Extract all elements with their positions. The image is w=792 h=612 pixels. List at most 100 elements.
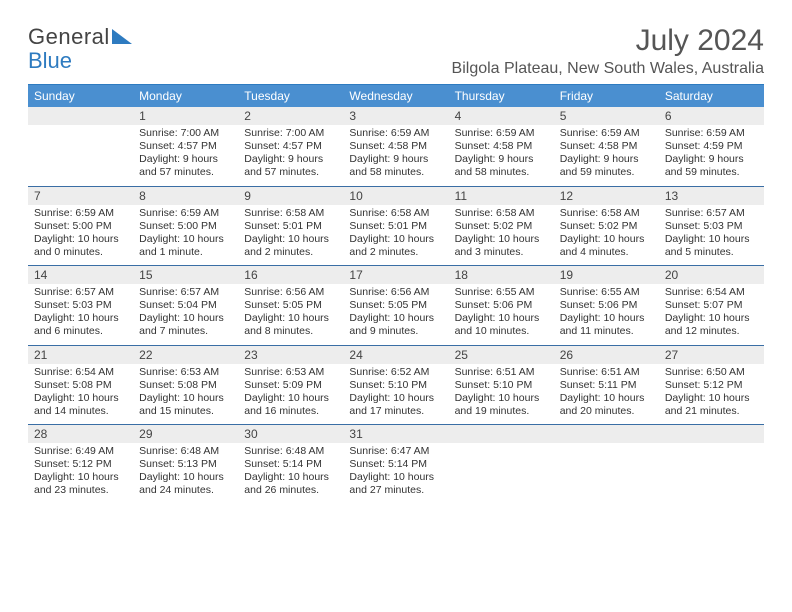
calendar-cell: 7Sunrise: 6:59 AMSunset: 5:00 PMDaylight… [28, 187, 133, 266]
cell-line: Sunset: 5:00 PM [34, 220, 127, 233]
cell-line: Sunset: 5:02 PM [560, 220, 653, 233]
cell-body: Sunrise: 6:53 AMSunset: 5:09 PMDaylight:… [238, 364, 343, 425]
cell-body: Sunrise: 6:47 AMSunset: 5:14 PMDaylight:… [343, 443, 448, 504]
cell-date: 9 [238, 187, 343, 205]
calendar-cell: 6Sunrise: 6:59 AMSunset: 4:59 PMDaylight… [659, 107, 764, 186]
cell-line: Sunset: 5:06 PM [560, 299, 653, 312]
cell-line: Sunset: 5:08 PM [139, 379, 232, 392]
cell-body: Sunrise: 6:54 AMSunset: 5:07 PMDaylight:… [659, 284, 764, 345]
cell-date: 24 [343, 346, 448, 364]
cell-line: Sunrise: 6:55 AM [560, 286, 653, 299]
cell-line: Sunset: 5:01 PM [349, 220, 442, 233]
cell-line: Daylight: 9 hours [560, 153, 653, 166]
cell-body: Sunrise: 6:55 AMSunset: 5:06 PMDaylight:… [449, 284, 554, 345]
cell-line: Daylight: 10 hours [244, 471, 337, 484]
cell-line: Sunset: 4:58 PM [349, 140, 442, 153]
logo-text-general: General [28, 24, 110, 50]
cell-date: 15 [133, 266, 238, 284]
cell-line: Sunrise: 6:59 AM [560, 127, 653, 140]
cell-line: Daylight: 9 hours [349, 153, 442, 166]
cell-line: Sunrise: 7:00 AM [139, 127, 232, 140]
cell-line: Daylight: 10 hours [560, 233, 653, 246]
cell-line: Sunset: 5:10 PM [455, 379, 548, 392]
cell-line: Sunrise: 6:48 AM [139, 445, 232, 458]
cell-line: Daylight: 10 hours [455, 312, 548, 325]
week-row: 28Sunrise: 6:49 AMSunset: 5:12 PMDayligh… [28, 424, 764, 504]
calendar-cell: 18Sunrise: 6:55 AMSunset: 5:06 PMDayligh… [449, 266, 554, 345]
cell-line: Daylight: 10 hours [139, 312, 232, 325]
cell-date: 16 [238, 266, 343, 284]
cell-date [554, 425, 659, 443]
cell-line: and 14 minutes. [34, 405, 127, 418]
cell-line: Daylight: 9 hours [455, 153, 548, 166]
calendar-cell: 15 Sunrise: 6:57 AMSunset: 5:04 PMDayligh… [133, 266, 238, 345]
cell-date: 14 [28, 266, 133, 284]
cell-date: 18 [449, 266, 554, 284]
calendar-cell [449, 425, 554, 504]
cell-line: and 0 minutes. [34, 246, 127, 259]
calendar-cell: 25Sunrise: 6:51 AMSunset: 5:10 PMDayligh… [449, 346, 554, 425]
cell-line: Sunset: 5:03 PM [665, 220, 758, 233]
cell-line: Daylight: 10 hours [455, 392, 548, 405]
cell-line: Sunrise: 6:57 AM [139, 286, 232, 299]
cell-line: Daylight: 9 hours [244, 153, 337, 166]
cell-line: Sunrise: 6:58 AM [455, 207, 548, 220]
cell-line: Daylight: 10 hours [34, 392, 127, 405]
cell-line: and 57 minutes. [139, 166, 232, 179]
cell-body: Sunrise: 6:59 AMSunset: 4:58 PMDaylight:… [554, 125, 659, 186]
cell-line: and 3 minutes. [455, 246, 548, 259]
calendar-cell: 24Sunrise: 6:52 AMSunset: 5:10 PMDayligh… [343, 346, 448, 425]
cell-date: 1 [133, 107, 238, 125]
calendar-grid: SundayMondayTuesdayWednesdayThursdayFrid… [28, 84, 764, 504]
cell-body [449, 443, 554, 451]
cell-date: 22 [133, 346, 238, 364]
logo-triangle-icon [112, 27, 134, 45]
cell-date: 10 [343, 187, 448, 205]
cell-body: Sunrise: 6:59 AMSunset: 4:58 PMDaylight:… [449, 125, 554, 186]
cell-line: and 17 minutes. [349, 405, 442, 418]
location-text: Bilgola Plateau, New South Wales, Austra… [452, 60, 764, 78]
cell-body: Sunrise: 6:48 AMSunset: 5:13 PMDaylight:… [133, 443, 238, 504]
cell-line: Daylight: 10 hours [34, 471, 127, 484]
cell-body: Sunrise: 6:56 AMSunset: 5:05 PMDaylight:… [343, 284, 448, 345]
cell-line: Sunset: 5:03 PM [34, 299, 127, 312]
cell-line: and 1 minute. [139, 246, 232, 259]
calendar-cell: 27Sunrise: 6:50 AMSunset: 5:12 PMDayligh… [659, 346, 764, 425]
calendar-cell: 23Sunrise: 6:53 AMSunset: 5:09 PMDayligh… [238, 346, 343, 425]
cell-date: 8 [133, 187, 238, 205]
cell-line: Daylight: 10 hours [349, 471, 442, 484]
cell-line: Sunrise: 6:51 AM [560, 366, 653, 379]
day-header-cell: Friday [554, 85, 659, 107]
calendar-cell: 13Sunrise: 6:57 AMSunset: 5:03 PMDayligh… [659, 187, 764, 266]
calendar-cell: 14Sunrise: 6:57 AMSunset: 5:03 PMDayligh… [28, 266, 133, 345]
cell-line: Sunrise: 6:57 AM [34, 286, 127, 299]
cell-line: Sunset: 5:07 PM [665, 299, 758, 312]
cell-body: Sunrise: 6:48 AMSunset: 5:14 PMDaylight:… [238, 443, 343, 504]
calendar-cell: 10Sunrise: 6:58 AMSunset: 5:01 PMDayligh… [343, 187, 448, 266]
cell-line: Sunset: 5:04 PM [139, 299, 232, 312]
cell-line: Daylight: 10 hours [665, 392, 758, 405]
cell-line: Sunset: 5:05 PM [244, 299, 337, 312]
cell-line: Sunrise: 6:59 AM [665, 127, 758, 140]
cell-line: Daylight: 10 hours [34, 233, 127, 246]
cell-line: and 58 minutes. [349, 166, 442, 179]
cell-line: Sunrise: 6:53 AM [244, 366, 337, 379]
cell-body: Sunrise: 6:58 AMSunset: 5:02 PMDaylight:… [449, 205, 554, 266]
cell-line: Daylight: 10 hours [665, 233, 758, 246]
day-header-cell: Wednesday [343, 85, 448, 107]
cell-body: Sunrise: 6:50 AMSunset: 5:12 PMDaylight:… [659, 364, 764, 425]
calendar-cell: 28Sunrise: 6:49 AMSunset: 5:12 PMDayligh… [28, 425, 133, 504]
cell-line: Sunset: 5:05 PM [349, 299, 442, 312]
day-header-cell: Tuesday [238, 85, 343, 107]
cell-line: Sunset: 5:13 PM [139, 458, 232, 471]
cell-line: Sunrise: 6:58 AM [349, 207, 442, 220]
cell-date: 31 [343, 425, 448, 443]
calendar-cell: 2Sunrise: 7:00 AMSunset: 4:57 PMDaylight… [238, 107, 343, 186]
cell-line: and 21 minutes. [665, 405, 758, 418]
cell-line: Daylight: 10 hours [139, 233, 232, 246]
cell-line: Daylight: 10 hours [244, 233, 337, 246]
cell-line: Sunset: 5:14 PM [349, 458, 442, 471]
calendar-cell: 19Sunrise: 6:55 AMSunset: 5:06 PMDayligh… [554, 266, 659, 345]
cell-line: Daylight: 10 hours [665, 312, 758, 325]
cell-line: Daylight: 10 hours [244, 392, 337, 405]
